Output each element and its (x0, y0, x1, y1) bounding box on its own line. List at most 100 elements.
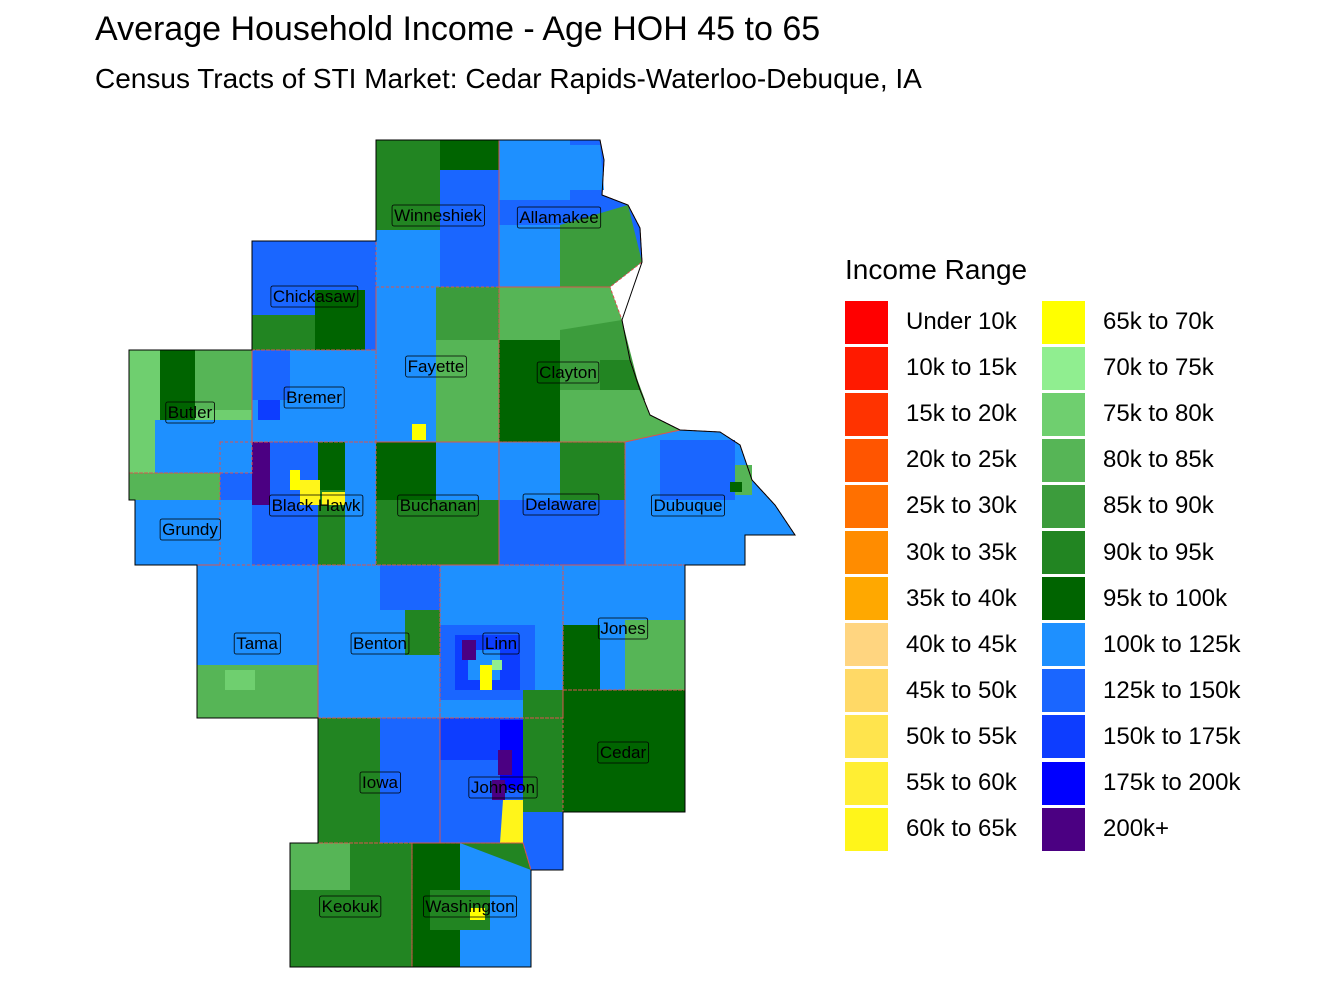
tract (380, 718, 440, 843)
legend-label: 65k to 70k (1103, 308, 1214, 335)
tract (155, 420, 252, 473)
tract (412, 424, 426, 440)
county-label-box (536, 361, 600, 384)
county-label-box (597, 617, 649, 640)
legend-swatch (845, 715, 888, 759)
county-label: Washington (425, 897, 514, 916)
legend-item: 45k to 50k (845, 669, 1017, 713)
legend-label: 150k to 175k (1103, 722, 1241, 750)
legend-label: 25k to 30k (906, 492, 1017, 520)
legend-label: 70k to 75k (1103, 354, 1214, 382)
tract (129, 473, 220, 500)
county-labels: Winneshiek Allamakee Chickasaw Fayette Clayt… (159, 204, 725, 918)
county-label: Iowa (362, 773, 398, 792)
tract (560, 145, 604, 190)
tract (499, 340, 560, 442)
legend-item: 95k to 100k (1042, 577, 1227, 621)
tract (195, 350, 252, 410)
county-label-box (405, 355, 467, 378)
county-label: Benton (353, 634, 407, 653)
county-label: Buchanan (400, 496, 477, 515)
legend-label: 40k to 45k (906, 630, 1017, 658)
legend-label: 80k to 85k (1103, 446, 1214, 474)
county-label-box (397, 494, 479, 517)
legend-item: 10k to 15k (845, 346, 1017, 390)
tract (318, 565, 380, 718)
legend-item: 150k to 175k (1042, 715, 1240, 759)
county-label-box (468, 776, 538, 799)
legend-label: 50k to 55k (906, 722, 1017, 750)
legend-swatch (845, 346, 888, 390)
tract-patches (129, 140, 752, 967)
legend-item: 30k to 35k (845, 531, 1017, 575)
tract (560, 390, 680, 442)
tract (290, 890, 412, 967)
tract (318, 490, 345, 565)
legend-item: 40k to 45k (845, 623, 1017, 667)
county-label-box (522, 493, 600, 516)
legend-swatch (1042, 577, 1085, 621)
legend-item: 15k to 20k (845, 392, 1017, 436)
tract (376, 442, 436, 500)
legend-label: 95k to 100k (1103, 584, 1228, 612)
tract (197, 565, 318, 665)
tract (498, 750, 512, 775)
legend-item: 200k+ (1042, 807, 1169, 851)
tract (436, 442, 499, 500)
county-label-box (423, 895, 517, 918)
tract (440, 760, 500, 843)
legend-swatch (845, 300, 888, 344)
tract (492, 780, 505, 800)
legend-swatch (845, 484, 888, 528)
county-label: Black Hawk (272, 496, 361, 515)
county-label-box (159, 518, 221, 541)
tract (376, 230, 440, 287)
legend-item: 65k to 70k (1042, 300, 1214, 344)
tract (499, 500, 625, 565)
county-label-box (516, 206, 602, 229)
legend-swatch (1042, 669, 1085, 713)
tract (440, 170, 499, 287)
legend-swatch (1042, 623, 1085, 667)
legend-label: 45k to 50k (906, 676, 1017, 704)
county-label: Butler (168, 403, 213, 422)
tract (563, 625, 600, 690)
tract (436, 340, 499, 442)
county-label: Johnson (471, 778, 535, 797)
map-subtitle: Census Tracts of STI Market: Cedar Rapid… (95, 63, 922, 94)
legend-item: 80k to 85k (1042, 438, 1214, 482)
market-outline (128, 139, 796, 968)
tract (220, 500, 252, 565)
tract (462, 640, 476, 660)
legend-label: 85k to 90k (1103, 492, 1214, 520)
legend-label: Under 10k (906, 308, 1017, 335)
legend-item: 175k to 200k (1042, 761, 1240, 805)
legend-item: 100k to 125k (1042, 623, 1240, 667)
legend-item: 20k to 25k (845, 438, 1017, 482)
legend-swatch (845, 438, 888, 482)
county-label-box (482, 632, 520, 655)
tract (258, 505, 318, 565)
tract (660, 440, 735, 500)
county-label: Fayette (408, 357, 465, 376)
legend-swatch (1042, 484, 1085, 528)
legend-label: 90k to 95k (1103, 538, 1214, 566)
tract (300, 480, 320, 505)
legend-label: 15k to 20k (906, 400, 1017, 428)
county-label-box (651, 494, 725, 517)
tract (345, 442, 376, 565)
county-label: Delaware (525, 495, 597, 514)
legend-swatch (1042, 715, 1085, 759)
county-label-box (283, 386, 345, 409)
legend-label: 35k to 40k (906, 584, 1017, 612)
legend-label: 200k+ (1103, 815, 1170, 843)
tract (252, 315, 315, 350)
tract (740, 470, 748, 480)
tract (252, 400, 376, 442)
legend-swatch (1042, 807, 1085, 851)
map-title: Average Household Income - Age HOH 45 to… (95, 10, 821, 48)
tract (499, 140, 570, 200)
tract (197, 665, 318, 718)
tract (436, 287, 499, 340)
county-label: Clayton (539, 363, 597, 382)
